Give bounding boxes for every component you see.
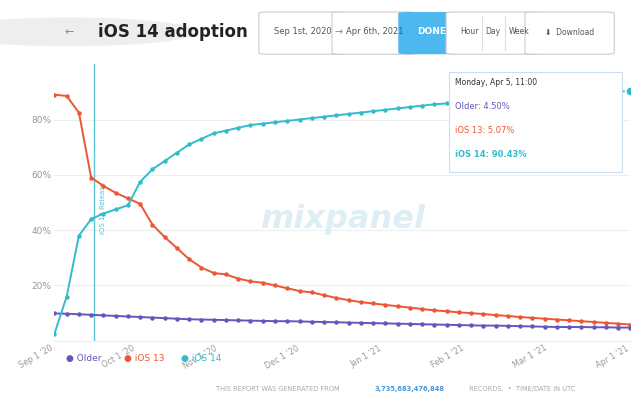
Text: RECORDS.  •  TIME/DATE IN UTC: RECORDS. • TIME/DATE IN UTC	[467, 386, 575, 392]
Text: Monday, Apr 5, 11:00: Monday, Apr 5, 11:00	[455, 78, 537, 87]
FancyBboxPatch shape	[332, 12, 417, 54]
Text: ● Older: ● Older	[66, 354, 101, 363]
Text: 3,735,683,476,848: 3,735,683,476,848	[374, 386, 444, 392]
Text: Sep 1st, 2020: Sep 1st, 2020	[275, 28, 332, 36]
Text: Week: Week	[508, 28, 529, 36]
Text: →: →	[335, 27, 343, 37]
Text: ←: ←	[64, 27, 74, 37]
Text: Apr 6th, 2021: Apr 6th, 2021	[346, 28, 403, 36]
Text: DONE: DONE	[417, 28, 446, 36]
FancyBboxPatch shape	[446, 12, 542, 54]
Text: Older: 4.50%: Older: 4.50%	[455, 102, 509, 111]
Text: iOS 13: 5.07%: iOS 13: 5.07%	[455, 126, 514, 135]
Text: iOS 14: 90.43%: iOS 14: 90.43%	[455, 150, 526, 159]
Text: iOS 14 adoption: iOS 14 adoption	[97, 23, 247, 41]
Text: mixpanel: mixpanel	[260, 204, 425, 234]
Text: ● iOS 14: ● iOS 14	[181, 354, 221, 363]
FancyBboxPatch shape	[398, 12, 465, 54]
Text: Hour: Hour	[460, 28, 478, 36]
Text: ● iOS 13: ● iOS 13	[124, 354, 164, 363]
Text: THIS REPORT WAS GENERATED FROM: THIS REPORT WAS GENERATED FROM	[216, 386, 341, 392]
Text: iOS 14 Release: iOS 14 Release	[100, 182, 106, 234]
Text: ⬇  Download: ⬇ Download	[545, 28, 595, 36]
Circle shape	[0, 18, 196, 45]
FancyBboxPatch shape	[259, 12, 348, 54]
FancyBboxPatch shape	[525, 12, 614, 54]
FancyBboxPatch shape	[449, 72, 622, 172]
Text: Day: Day	[486, 28, 501, 36]
